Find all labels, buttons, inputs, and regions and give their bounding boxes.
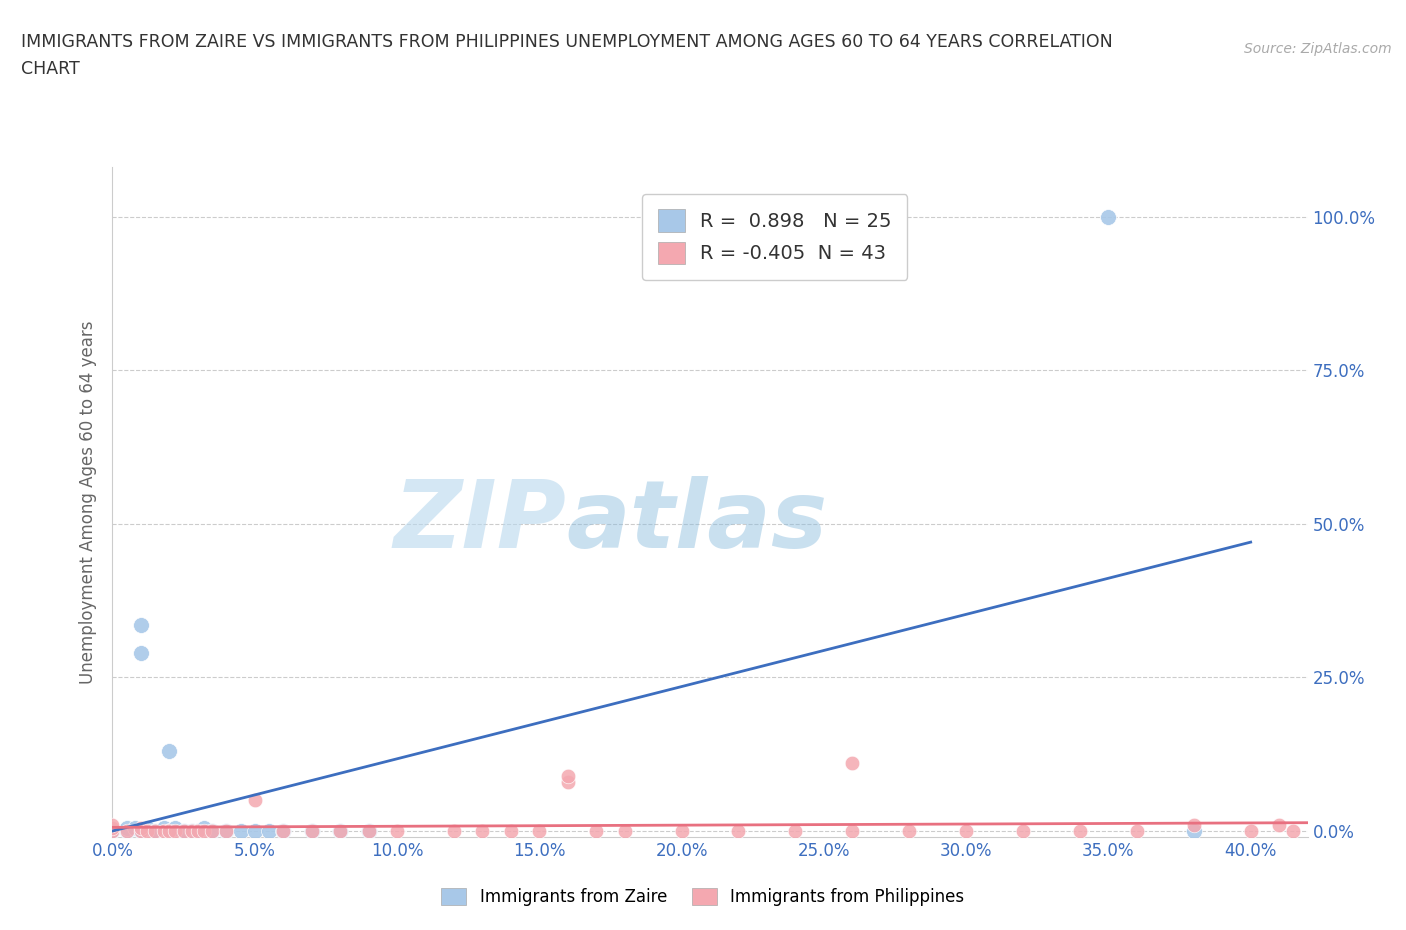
Point — [181, 823, 204, 838]
Point — [129, 645, 152, 660]
Point — [181, 823, 204, 838]
Point — [1182, 817, 1205, 832]
Point — [301, 823, 323, 838]
Point — [443, 823, 465, 838]
Point — [135, 823, 157, 838]
Point — [1240, 823, 1263, 838]
Point — [557, 768, 579, 783]
Point — [101, 823, 124, 838]
Point — [101, 817, 124, 832]
Point — [143, 823, 166, 838]
Point — [1268, 817, 1291, 832]
Point — [165, 823, 187, 838]
Text: atlas: atlas — [567, 476, 828, 568]
Text: IMMIGRANTS FROM ZAIRE VS IMMIGRANTS FROM PHILIPPINES UNEMPLOYMENT AMONG AGES 60 : IMMIGRANTS FROM ZAIRE VS IMMIGRANTS FROM… — [21, 33, 1112, 50]
Point — [841, 823, 863, 838]
Point — [143, 823, 166, 838]
Point — [115, 823, 138, 838]
Point — [471, 823, 494, 838]
Point — [201, 823, 224, 838]
Legend: R =  0.898   N = 25, R = -0.405  N = 43: R = 0.898 N = 25, R = -0.405 N = 43 — [643, 193, 907, 280]
Point — [357, 823, 380, 838]
Point — [201, 823, 224, 838]
Point — [357, 823, 380, 838]
Point — [1182, 823, 1205, 838]
Point — [187, 823, 209, 838]
Point — [1126, 823, 1149, 838]
Text: ZIP: ZIP — [394, 476, 567, 568]
Point — [955, 823, 977, 838]
Point — [385, 823, 408, 838]
Point — [135, 820, 157, 835]
Point — [243, 823, 266, 838]
Point — [173, 823, 195, 838]
Point — [157, 744, 180, 759]
Point — [727, 823, 749, 838]
Point — [193, 823, 215, 838]
Point — [1097, 209, 1119, 224]
Point — [841, 756, 863, 771]
Point — [301, 823, 323, 838]
Point — [257, 823, 280, 838]
Point — [173, 823, 195, 838]
Point — [101, 823, 124, 838]
Point — [1282, 823, 1305, 838]
Point — [1069, 823, 1091, 838]
Point — [499, 823, 522, 838]
Legend: Immigrants from Zaire, Immigrants from Philippines: Immigrants from Zaire, Immigrants from P… — [434, 881, 972, 912]
Point — [129, 820, 152, 835]
Point — [115, 823, 138, 838]
Point — [187, 823, 209, 838]
Point — [129, 618, 152, 632]
Point — [329, 823, 352, 838]
Point — [898, 823, 921, 838]
Point — [557, 775, 579, 790]
Point — [129, 823, 152, 838]
Point — [229, 823, 252, 838]
Point — [124, 820, 146, 835]
Point — [271, 823, 294, 838]
Point — [165, 820, 187, 835]
Point — [671, 823, 693, 838]
Point — [152, 823, 174, 838]
Point — [271, 823, 294, 838]
Point — [157, 823, 180, 838]
Point — [152, 820, 174, 835]
Point — [101, 820, 124, 835]
Point — [115, 820, 138, 835]
Point — [529, 823, 551, 838]
Point — [215, 823, 238, 838]
Y-axis label: Unemployment Among Ages 60 to 64 years: Unemployment Among Ages 60 to 64 years — [79, 321, 97, 684]
Point — [613, 823, 636, 838]
Point — [585, 823, 607, 838]
Point — [193, 820, 215, 835]
Point — [215, 823, 238, 838]
Point — [1012, 823, 1035, 838]
Point — [129, 823, 152, 838]
Point — [157, 823, 180, 838]
Point — [243, 792, 266, 807]
Text: Source: ZipAtlas.com: Source: ZipAtlas.com — [1244, 42, 1392, 56]
Point — [329, 823, 352, 838]
Text: CHART: CHART — [21, 60, 80, 78]
Point — [785, 823, 807, 838]
